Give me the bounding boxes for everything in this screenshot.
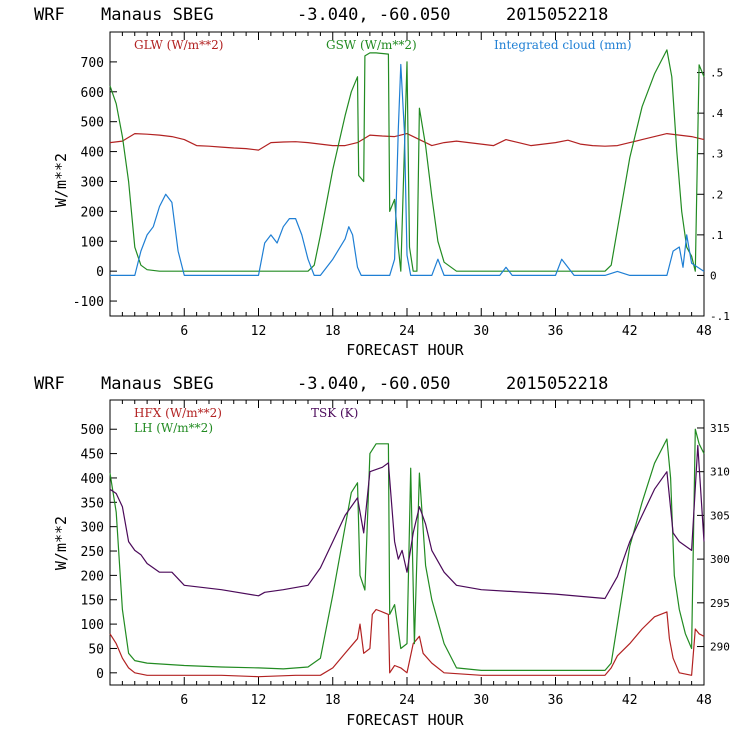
chart-1-y2-tick-label: .5: [710, 67, 723, 80]
chart-2-x-tick-label: 24: [399, 693, 415, 708]
chart-2-x-axis-label: FORECAST HOUR: [346, 711, 464, 729]
chart-1-series-gsw: [109, 49, 705, 272]
chart-2-legend-tsk: TSK (K): [311, 406, 358, 420]
chart-2-legend-hfx: HFX (W/m**2): [134, 406, 222, 420]
chart-2-y-tick-label: 400: [81, 472, 104, 487]
chart-1-y-tick-label: 0: [96, 265, 104, 280]
chart-1-title-model: WRF: [34, 5, 65, 25]
chart-1-title-coords: -3.040, -60.050: [297, 5, 451, 25]
chart-2-series-lh: [109, 428, 705, 672]
chart-2-y-axis-label: W/m**2: [52, 516, 70, 570]
chart-2-y-tick-label: 200: [81, 569, 104, 584]
chart-1-series-glw: [109, 133, 705, 151]
chart-1-x-axis-label: FORECAST HOUR: [346, 341, 464, 359]
chart-2-x-tick-label: 30: [473, 693, 489, 708]
chart-2-title-model: WRF: [34, 374, 65, 394]
chart-1-title-time: 2015052218: [506, 5, 608, 25]
chart-1-y-tick-label: 500: [81, 116, 104, 131]
chart-1-y2-tick-label: .4: [710, 107, 724, 120]
chart-1-x-tick-label: 48: [696, 324, 712, 339]
chart-1-y-tick-label: 300: [81, 175, 104, 190]
chart-1-x-tick-label: 12: [251, 324, 267, 339]
chart-2-y-tick-label: 100: [81, 618, 104, 633]
chart-1-y-tick-label: 700: [81, 56, 104, 71]
chart-2-y-tick-label: 250: [81, 545, 104, 560]
chart-2-y-tick-label: 350: [81, 496, 104, 511]
chart-2-surface-fluxes: WRF Manaus SBEG -3.040, -60.050 20150522…: [34, 374, 730, 729]
chart-1-radiation: WRF Manaus SBEG -3.040, -60.050 20150522…: [34, 5, 730, 359]
chart-1-legend-gsw: GSW (W/m**2): [326, 38, 417, 52]
chart-2-title-coords: -3.040, -60.050: [297, 374, 451, 394]
chart-1-y2-tick-label: -.1: [710, 310, 730, 323]
chart-2-y2-tick-label: 305: [710, 509, 730, 522]
chart-1-x-tick-label: 18: [325, 324, 341, 339]
chart-2-y-tick-label: 150: [81, 594, 104, 609]
chart-1-legend-cloud: Integrated cloud (mm): [494, 38, 632, 52]
chart-1-y2-tick-label: .3: [710, 148, 723, 161]
chart-1-y-tick-label: -100: [73, 295, 104, 310]
chart-1-y-axis-label: W/m**2: [52, 153, 70, 207]
chart-2-x-tick-label: 42: [622, 693, 638, 708]
chart-1-y2-tick-label: 0: [710, 269, 717, 282]
chart-2-legend-lh: LH (W/m**2): [134, 421, 213, 435]
chart-1-y-tick-label: 200: [81, 205, 104, 220]
chart-1-y2-tick-label: .1: [710, 229, 723, 242]
chart-2-title-station: Manaus SBEG: [101, 374, 214, 394]
chart-2-series-hfx: [109, 608, 705, 678]
chart-2-y2-tick-label: 310: [710, 466, 730, 479]
chart-1-x-tick-label: 30: [473, 324, 489, 339]
chart-1-legend-glw: GLW (W/m**2): [134, 38, 223, 52]
chart-1-y-tick-label: 100: [81, 235, 104, 250]
chart-2-y-tick-label: 300: [81, 521, 104, 536]
chart-1-x-tick-label: 36: [548, 324, 564, 339]
chart-2-y2-tick-label: 295: [710, 597, 730, 610]
chart-2-x-tick-label: 36: [548, 693, 564, 708]
chart-1-series-integrated: [110, 63, 705, 276]
chart-2-y2-tick-label: 300: [710, 553, 730, 566]
chart-2-y-tick-label: 450: [81, 448, 104, 463]
chart-2-y-tick-label: 50: [88, 642, 104, 657]
chart-1-title-station: Manaus SBEG: [101, 5, 214, 25]
chart-1-x-tick-label: 6: [180, 324, 188, 339]
chart-2-series-tsk: [109, 444, 705, 600]
chart-2-x-tick-label: 12: [251, 693, 267, 708]
chart-1-x-tick-label: 42: [622, 324, 638, 339]
chart-1-x-tick-label: 24: [399, 324, 415, 339]
chart-2-x-tick-label: 6: [180, 693, 188, 708]
chart-1-y-tick-label: 600: [81, 86, 104, 101]
chart-1-y-tick-label: 400: [81, 146, 104, 161]
chart-2-y2-tick-label: 315: [710, 422, 730, 435]
chart-2-x-tick-label: 18: [325, 693, 341, 708]
chart-2-title-time: 2015052218: [506, 374, 608, 394]
chart-2-y-tick-label: 500: [81, 423, 104, 438]
chart-2-y-tick-label: 0: [96, 667, 104, 682]
chart-2-y2-tick-label: 290: [710, 641, 730, 654]
chart-1-y2-tick-label: .2: [710, 188, 723, 201]
chart-2-x-tick-label: 48: [696, 693, 712, 708]
